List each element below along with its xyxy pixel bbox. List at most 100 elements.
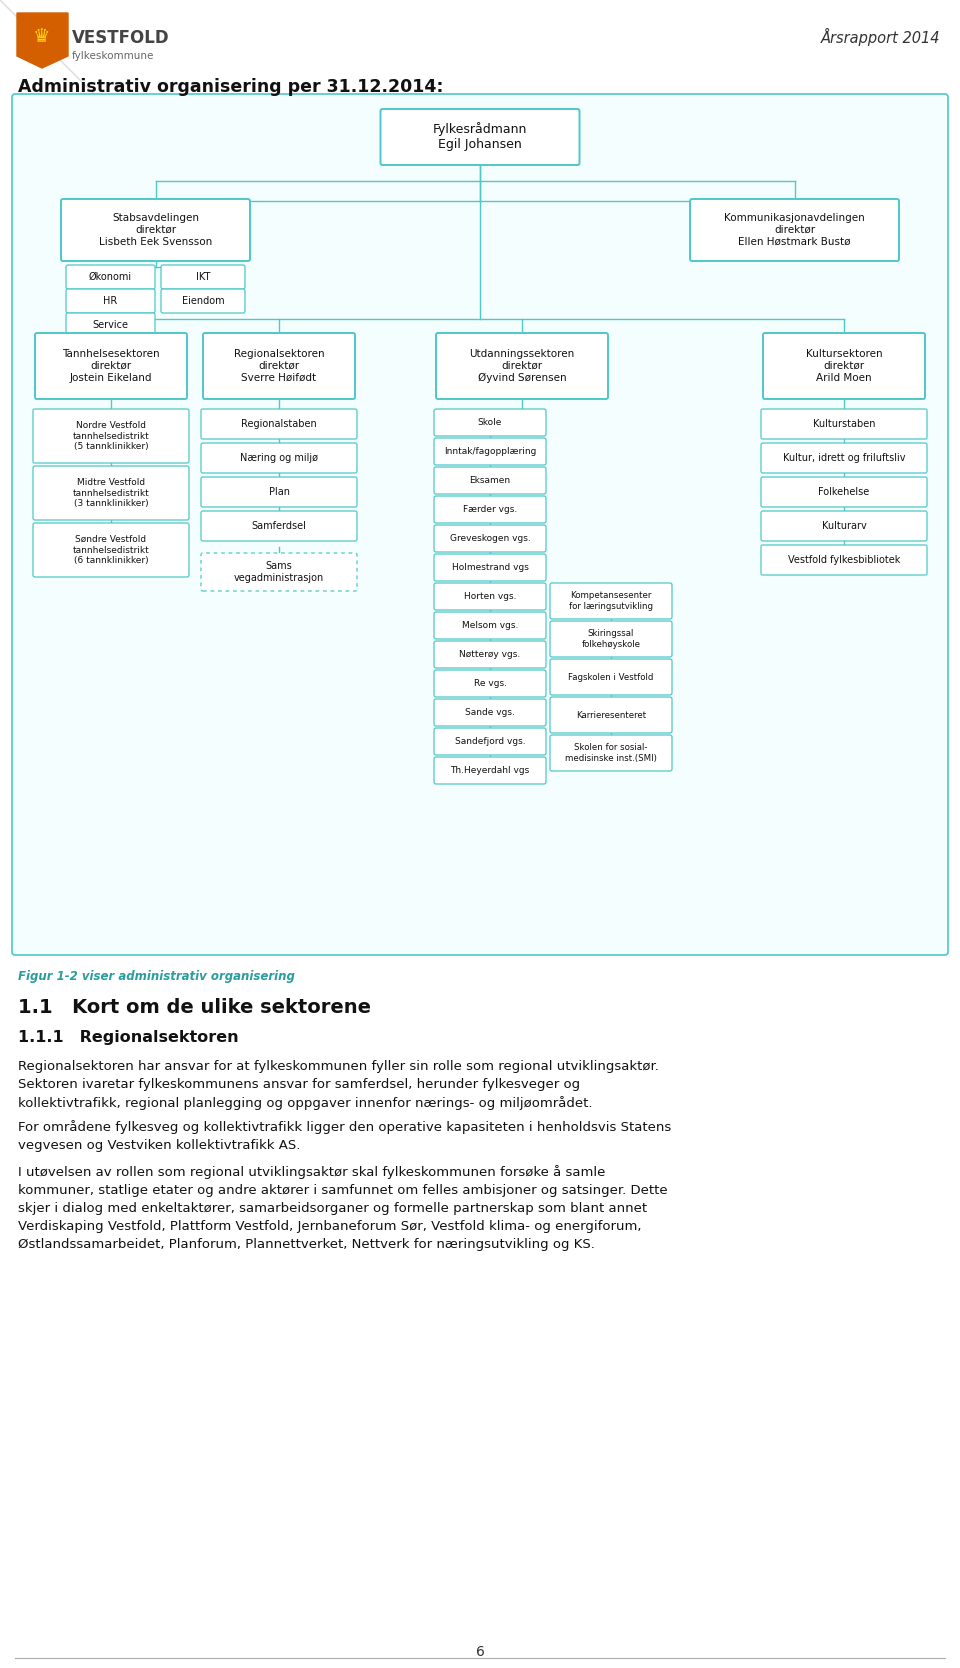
FancyBboxPatch shape (434, 612, 546, 639)
Text: I utøvelsen av rollen som regional utviklingsaktør skal fylkeskommunen forsøke å: I utøvelsen av rollen som regional utvik… (18, 1164, 667, 1251)
Text: HR: HR (104, 295, 118, 305)
Text: Horten vgs.: Horten vgs. (464, 592, 516, 600)
Text: Eiendom: Eiendom (181, 295, 225, 305)
Text: VESTFOLD: VESTFOLD (72, 28, 170, 47)
FancyBboxPatch shape (33, 409, 189, 464)
Text: fylkeskommune: fylkeskommune (72, 52, 155, 62)
FancyBboxPatch shape (66, 289, 155, 314)
Text: Utdanningssektoren
direktør
Øyvind Sørensen: Utdanningssektoren direktør Øyvind Søren… (469, 349, 575, 382)
Text: Tannhelsesektoren
direktør
Jostein Eikeland: Tannhelsesektoren direktør Jostein Eikel… (62, 349, 159, 382)
Text: Skole: Skole (478, 419, 502, 427)
Text: Service: Service (92, 320, 129, 330)
Text: Stabsavdelingen
direktør
Lisbeth Eek Svensson: Stabsavdelingen direktør Lisbeth Eek Sve… (99, 214, 212, 247)
Text: Regionalsektoren
direktør
Sverre Høifødt: Regionalsektoren direktør Sverre Høifødt (233, 349, 324, 382)
Text: Th.Heyerdahl vgs: Th.Heyerdahl vgs (450, 766, 530, 776)
Text: Kulturstaben: Kulturstaben (813, 419, 876, 429)
Text: Færder vgs.: Færder vgs. (463, 505, 517, 514)
FancyBboxPatch shape (161, 289, 245, 314)
FancyBboxPatch shape (434, 554, 546, 580)
Text: Sandefjord vgs.: Sandefjord vgs. (455, 737, 525, 746)
FancyBboxPatch shape (66, 265, 155, 289)
FancyBboxPatch shape (763, 334, 925, 399)
FancyBboxPatch shape (434, 439, 546, 465)
FancyBboxPatch shape (201, 477, 357, 507)
Text: Midtre Vestfold
tannhelsedistrikt
(3 tannklinikker): Midtre Vestfold tannhelsedistrikt (3 tan… (73, 479, 150, 507)
Text: Årsrapport 2014: Årsrapport 2014 (821, 28, 940, 47)
FancyBboxPatch shape (61, 198, 250, 260)
FancyBboxPatch shape (761, 409, 927, 439)
FancyBboxPatch shape (35, 334, 187, 399)
FancyBboxPatch shape (761, 444, 927, 474)
Text: Inntak/fagopplæring: Inntak/fagopplæring (444, 447, 537, 455)
Text: Figur 1-2 viser administrativ organisering: Figur 1-2 viser administrativ organiseri… (18, 971, 295, 982)
FancyBboxPatch shape (434, 699, 546, 726)
FancyBboxPatch shape (434, 727, 546, 756)
Text: Kultursektoren
direktør
Arild Moen: Kultursektoren direktør Arild Moen (805, 349, 882, 382)
FancyBboxPatch shape (434, 467, 546, 494)
FancyBboxPatch shape (33, 524, 189, 577)
FancyBboxPatch shape (201, 554, 357, 590)
Text: Nøtterøy vgs.: Nøtterøy vgs. (460, 651, 520, 659)
Polygon shape (17, 13, 68, 68)
Text: Karrieresenteret: Karrieresenteret (576, 711, 646, 719)
FancyBboxPatch shape (550, 697, 672, 732)
Text: Næring og miljø: Næring og miljø (240, 454, 318, 464)
FancyBboxPatch shape (33, 465, 189, 520)
Text: Holmestrand vgs: Holmestrand vgs (451, 564, 528, 572)
Text: Kompetansesenter
for læringsutvikling: Kompetansesenter for læringsutvikling (569, 590, 653, 610)
FancyBboxPatch shape (203, 334, 355, 399)
Text: Økonomi: Økonomi (89, 272, 132, 282)
Text: Kultur, idrett og friluftsliv: Kultur, idrett og friluftsliv (782, 454, 905, 464)
Text: Folkehelse: Folkehelse (818, 487, 870, 497)
FancyBboxPatch shape (201, 409, 357, 439)
FancyBboxPatch shape (434, 584, 546, 610)
Text: Samferdsel: Samferdsel (252, 520, 306, 530)
Text: 6: 6 (475, 1645, 485, 1660)
Text: Fylkesrådmann
Egil Johansen: Fylkesrådmann Egil Johansen (433, 122, 527, 152)
Text: Fagskolen i Vestfold: Fagskolen i Vestfold (568, 672, 654, 682)
Text: Eksamen: Eksamen (469, 475, 511, 485)
Text: ♛: ♛ (34, 27, 51, 45)
Text: Re vgs.: Re vgs. (473, 679, 507, 687)
Text: Regionalstaben: Regionalstaben (241, 419, 317, 429)
FancyBboxPatch shape (434, 409, 546, 435)
FancyBboxPatch shape (550, 620, 672, 657)
Text: Sams
vegadministrasjon: Sams vegadministrasjon (234, 560, 324, 582)
FancyBboxPatch shape (550, 736, 672, 771)
FancyBboxPatch shape (436, 334, 608, 399)
FancyBboxPatch shape (690, 198, 899, 260)
FancyBboxPatch shape (380, 108, 580, 165)
FancyBboxPatch shape (12, 93, 948, 956)
Text: Melsom vgs.: Melsom vgs. (462, 620, 518, 631)
FancyBboxPatch shape (434, 757, 546, 784)
Text: Skolen for sosial-
medisinske inst.(SMI): Skolen for sosial- medisinske inst.(SMI) (565, 744, 657, 762)
FancyBboxPatch shape (761, 477, 927, 507)
Text: For områdene fylkesveg og kollektivtrafikk ligger den operative kapasiteten i he: For områdene fylkesveg og kollektivtrafi… (18, 1119, 671, 1153)
Text: Kommunikasjonavdelingen
direktør
Ellen Høstmark Bustø: Kommunikasjonavdelingen direktør Ellen H… (724, 214, 865, 247)
FancyBboxPatch shape (550, 584, 672, 619)
Text: Administrativ organisering per 31.12.2014:: Administrativ organisering per 31.12.201… (18, 78, 444, 97)
FancyBboxPatch shape (434, 495, 546, 524)
FancyBboxPatch shape (434, 641, 546, 667)
Text: Vestfold fylkesbibliotek: Vestfold fylkesbibliotek (788, 555, 900, 565)
Text: Søndre Vestfold
tannhelsedistrikt
(6 tannklinikker): Søndre Vestfold tannhelsedistrikt (6 tan… (73, 535, 150, 565)
Text: Sande vgs.: Sande vgs. (465, 707, 515, 717)
Text: 1.1 Kort om de ulike sektorene: 1.1 Kort om de ulike sektorene (18, 997, 371, 1017)
Text: Nordre Vestfold
tannhelsedistrikt
(5 tannklinikker): Nordre Vestfold tannhelsedistrikt (5 tan… (73, 420, 150, 450)
FancyBboxPatch shape (161, 265, 245, 289)
Text: Plan: Plan (269, 487, 290, 497)
Text: Greveskogen vgs.: Greveskogen vgs. (449, 534, 530, 544)
FancyBboxPatch shape (66, 314, 155, 337)
FancyBboxPatch shape (550, 659, 672, 696)
FancyBboxPatch shape (761, 545, 927, 575)
Text: Regionalsektoren har ansvar for at fylkeskommunen fyller sin rolle som regional : Regionalsektoren har ansvar for at fylke… (18, 1059, 659, 1111)
FancyBboxPatch shape (761, 510, 927, 540)
FancyBboxPatch shape (434, 525, 546, 552)
FancyBboxPatch shape (201, 444, 357, 474)
Text: IKT: IKT (196, 272, 210, 282)
Text: Skiringssal
folkehøyskole: Skiringssal folkehøyskole (582, 629, 640, 649)
FancyBboxPatch shape (434, 671, 546, 697)
FancyBboxPatch shape (201, 510, 357, 540)
Text: 1.1.1 Regionalsektoren: 1.1.1 Regionalsektoren (18, 1031, 239, 1044)
Text: Kulturarv: Kulturarv (822, 520, 866, 530)
